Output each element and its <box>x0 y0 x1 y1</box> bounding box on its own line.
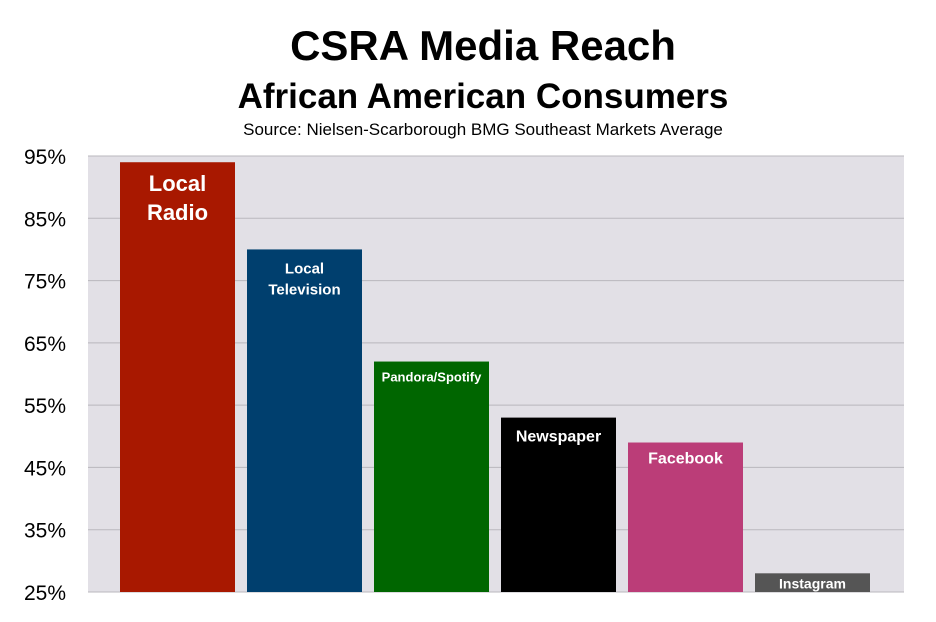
chart-title: CSRA Media Reach <box>290 22 676 69</box>
bar <box>374 361 489 592</box>
bar-category-label: Facebook <box>648 451 723 468</box>
bar-category-label: Newspaper <box>516 429 601 446</box>
y-tick-label: 85% <box>24 208 66 231</box>
y-tick-label: 45% <box>24 457 66 480</box>
bar-category-label: Local <box>285 260 324 277</box>
y-tick-label: 55% <box>24 395 66 418</box>
y-tick-label: 95% <box>24 146 66 169</box>
bar <box>501 417 616 592</box>
y-tick-label: 75% <box>24 271 66 294</box>
bar-category-label: Local <box>149 171 206 196</box>
bar <box>628 442 743 592</box>
bar-category-label: Pandora/Spotify <box>382 370 482 385</box>
chart-source: Source: Nielsen-Scarborough BMG Southeas… <box>243 120 723 139</box>
bar-category-label: Instagram <box>779 575 846 591</box>
bar-category-label: Television <box>268 281 340 298</box>
y-axis-ticks: 95% 85% 75% 65% 55% 45% 35% 25% <box>24 146 66 605</box>
y-tick-label: 25% <box>24 582 66 605</box>
y-tick-label: 65% <box>24 333 66 356</box>
bar <box>755 573 870 592</box>
bar <box>120 162 235 592</box>
chart-subtitle: African American Consumers <box>238 77 729 116</box>
bar-category-label: Radio <box>147 200 208 225</box>
bars <box>120 162 870 592</box>
y-tick-label: 35% <box>24 520 66 543</box>
bar-labels: Local Radio Local Television Pandora/Spotify… <box>147 171 846 591</box>
bar <box>247 249 362 592</box>
